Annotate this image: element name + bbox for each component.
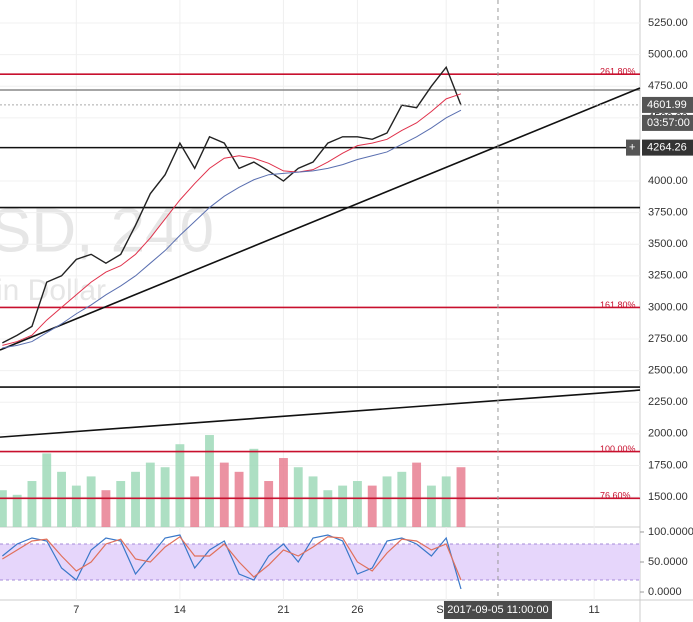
volume-bar bbox=[293, 467, 303, 527]
price-line bbox=[2, 65, 462, 344]
volume-bar bbox=[71, 485, 81, 527]
volume-bar bbox=[397, 471, 407, 527]
price-line bbox=[2, 109, 462, 349]
countdown-box bbox=[642, 114, 693, 131]
stoch-band bbox=[0, 543, 640, 581]
volume-bar bbox=[219, 462, 229, 527]
x-tick-label: 11 bbox=[588, 604, 599, 616]
volume-bar bbox=[456, 467, 466, 527]
y-tick-label: 1750.00 bbox=[648, 459, 688, 471]
volume-bar bbox=[279, 458, 288, 527]
volume-bar bbox=[323, 490, 333, 527]
level-label: 261.80% bbox=[600, 67, 636, 77]
y-tick-label: 2000.00 bbox=[648, 428, 688, 440]
stoch-tick-label: 100.0000 bbox=[648, 526, 693, 538]
y-tick-label: 2750.00 bbox=[648, 333, 688, 345]
level-tag: 4264.26 bbox=[647, 142, 687, 154]
price-tag-box bbox=[642, 96, 693, 113]
y-tick-label: 3250.00 bbox=[648, 270, 688, 282]
x-tick-label: 21 bbox=[277, 604, 289, 616]
x-tick-label: 14 bbox=[174, 604, 186, 616]
volume-bar bbox=[101, 490, 111, 527]
volume-bar bbox=[0, 490, 7, 527]
volume-bar bbox=[352, 481, 362, 527]
level-tag-box bbox=[642, 139, 693, 156]
volume-bar bbox=[145, 462, 155, 527]
stoch-k bbox=[1, 534, 462, 590]
countdown: 03:57:00 bbox=[647, 117, 690, 129]
y-tick-label: 3500.00 bbox=[648, 238, 688, 250]
stoch-d bbox=[2, 535, 462, 581]
y-tick-label: 5250.00 bbox=[648, 17, 688, 29]
price-line bbox=[2, 93, 462, 346]
level-label: 76.60% bbox=[600, 491, 631, 501]
volume-bar bbox=[367, 485, 377, 527]
volume-bar bbox=[86, 476, 96, 527]
y-tick-label: 4000.00 bbox=[648, 175, 688, 187]
volume-bar bbox=[234, 471, 244, 527]
watermark: SD, 240 bbox=[0, 196, 214, 265]
volume-bar bbox=[308, 476, 318, 527]
volume-bar bbox=[12, 494, 22, 527]
volume-bar bbox=[412, 462, 422, 527]
volume-bar bbox=[42, 453, 52, 527]
y-tick-label: 3000.00 bbox=[648, 301, 688, 313]
volume-bar bbox=[190, 476, 200, 527]
crosshair-box bbox=[443, 601, 552, 619]
volume-bar bbox=[249, 448, 259, 527]
y-tick-label: 2250.00 bbox=[648, 396, 688, 408]
level-label: 161.80% bbox=[600, 300, 636, 310]
volume-bar bbox=[426, 485, 436, 527]
volume-bar bbox=[382, 476, 392, 527]
plus-icon: + bbox=[629, 142, 635, 154]
price-tag: 4601.99 bbox=[647, 99, 687, 111]
y-tick-label: 4750.00 bbox=[648, 80, 688, 92]
trend-line bbox=[0, 87, 641, 351]
volume-bar bbox=[131, 471, 140, 527]
x-tick-label: 7 bbox=[73, 604, 79, 616]
trend-line bbox=[0, 389, 641, 438]
volume-bar bbox=[27, 481, 37, 527]
stoch-tick-label: 0.0000 bbox=[648, 586, 682, 598]
volume-bar bbox=[338, 485, 348, 527]
volume-bar bbox=[160, 467, 170, 527]
y-tick-label: 3750.00 bbox=[648, 207, 688, 219]
volume-bar bbox=[116, 481, 126, 527]
volume-bar bbox=[205, 435, 214, 527]
level-label: 100.00% bbox=[600, 444, 636, 454]
level-tag-box bbox=[626, 139, 640, 156]
volume-bar bbox=[57, 471, 66, 527]
stoch-tick-label: 50.0000 bbox=[648, 556, 688, 568]
volume-bar bbox=[264, 481, 274, 527]
y-tick-label: 2500.00 bbox=[648, 365, 688, 377]
crosshair-label: 2017-09-05 11:00:00 bbox=[447, 604, 548, 616]
y-tick-label: 1500.00 bbox=[648, 491, 688, 503]
volume-bar bbox=[441, 476, 451, 527]
x-tick-label: 26 bbox=[351, 604, 363, 616]
volume-bar bbox=[175, 444, 185, 527]
y-tick-label: 5000.00 bbox=[648, 49, 688, 61]
